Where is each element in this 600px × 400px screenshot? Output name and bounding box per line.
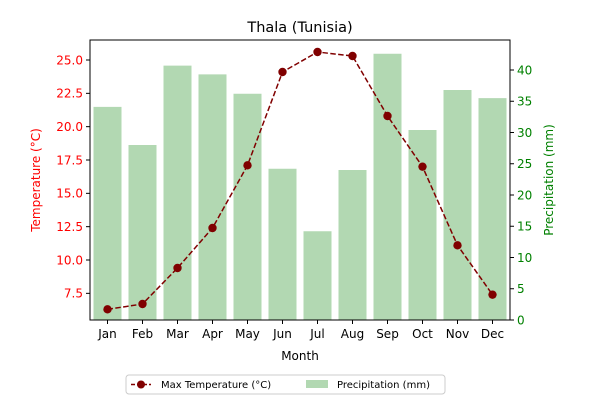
x-tick-label-jun: Jun	[272, 327, 292, 341]
y-right-tick-label-5: 5	[517, 282, 525, 296]
x-tick-label-nov: Nov	[446, 327, 469, 341]
y-axis-right-label: Precipitation (mm)	[542, 124, 556, 236]
y-left-tick-label-25.0: 25.0	[56, 53, 83, 67]
precipitation-bar-feb	[128, 145, 157, 320]
precipitation-bar-dec	[478, 98, 507, 320]
temperature-point-jun	[278, 67, 287, 77]
y-right-tick-label-10: 10	[517, 251, 532, 265]
y-right-tick-label-0: 0	[517, 313, 525, 327]
precipitation-bars	[93, 53, 507, 320]
precipitation-bar-mar	[163, 65, 192, 320]
x-tick-label-sep: Sep	[376, 327, 399, 341]
x-tick-label-oct: Oct	[412, 327, 433, 341]
precipitation-bar-jun	[268, 168, 297, 320]
legend-line-marker	[137, 380, 145, 389]
precipitation-bar-sep	[373, 53, 402, 320]
x-tick-label-jul: Jul	[309, 327, 324, 341]
y-left-tick-label-22.5: 22.5	[56, 87, 83, 101]
y-right-tick-label-25: 25	[517, 157, 532, 171]
temperature-point-jan	[103, 305, 112, 314]
x-tick-label-may: May	[235, 327, 260, 341]
temperature-point-apr	[208, 223, 217, 233]
y-left-tick-label-20.0: 20.0	[56, 120, 83, 134]
temperature-point-dec	[488, 290, 497, 299]
y-left-tick-label-7.5: 7.5	[64, 287, 83, 301]
precipitation-bar-aug	[338, 170, 367, 320]
x-axis: Jan Feb Mar Apr May Jun Jul Aug Sep Oct Nov Dec	[97, 320, 504, 341]
temperature-polyline	[107, 51, 494, 311]
temperature-point-jul	[313, 47, 322, 57]
y-right-tick-label-30: 30	[517, 126, 532, 140]
x-tick-label-feb: Feb	[132, 327, 153, 341]
y-axis-right: 0 5 10 15 20 25 30 35 40	[510, 63, 532, 327]
legend-temperature-label: Max Temperature (°C)	[161, 380, 271, 391]
temperature-point-sep	[383, 111, 392, 121]
y-axis-left: 7.5 10.0 12.5 15.0 17.5 20.0 22.5 25.0	[56, 53, 90, 301]
x-axis-label: Month	[281, 349, 319, 363]
temperature-point-mar	[173, 263, 182, 273]
temperature-point-feb	[138, 299, 147, 309]
y-axis-left-label: Temperature (°C)	[29, 128, 43, 233]
x-tick-label-dec: Dec	[481, 327, 504, 341]
x-tick-label-aug: Aug	[341, 327, 364, 341]
y-right-tick-label-35: 35	[517, 95, 532, 109]
precipitation-bar-oct	[408, 130, 437, 320]
y-right-tick-label-40: 40	[517, 63, 532, 77]
legend: Max Temperature (°C) Precipitation (mm)	[125, 374, 446, 395]
y-left-tick-label-10.0: 10.0	[56, 253, 83, 267]
y-left-tick-label-17.5: 17.5	[56, 153, 83, 167]
y-right-tick-label-20: 20	[517, 188, 532, 202]
legend-bar-swatch	[306, 380, 328, 388]
precipitation-bar-may	[233, 93, 262, 320]
temperature-point-nov	[453, 241, 462, 250]
y-left-tick-label-15.0: 15.0	[56, 187, 83, 201]
precipitation-bar-jan	[93, 106, 122, 320]
temperature-point-oct	[418, 162, 427, 171]
chart-title: Thala (Tunisia)	[246, 20, 352, 36]
temperature-line	[103, 47, 497, 314]
y-right-tick-label-15: 15	[517, 220, 532, 234]
x-tick-label-apr: Apr	[202, 327, 223, 341]
legend-precipitation-label: Precipitation (mm)	[337, 380, 430, 391]
x-tick-label-jan: Jan	[97, 327, 117, 341]
y-left-tick-label-12.5: 12.5	[56, 220, 83, 234]
temperature-point-may	[243, 161, 252, 170]
precipitation-bar-jul	[303, 231, 332, 320]
precipitation-bar-apr	[198, 74, 227, 320]
temperature-point-aug	[348, 51, 357, 61]
x-tick-label-mar: Mar	[166, 327, 189, 341]
precipitation-bar-nov	[443, 90, 472, 320]
plot-frame	[89, 39, 511, 321]
legend-box	[125, 374, 446, 395]
